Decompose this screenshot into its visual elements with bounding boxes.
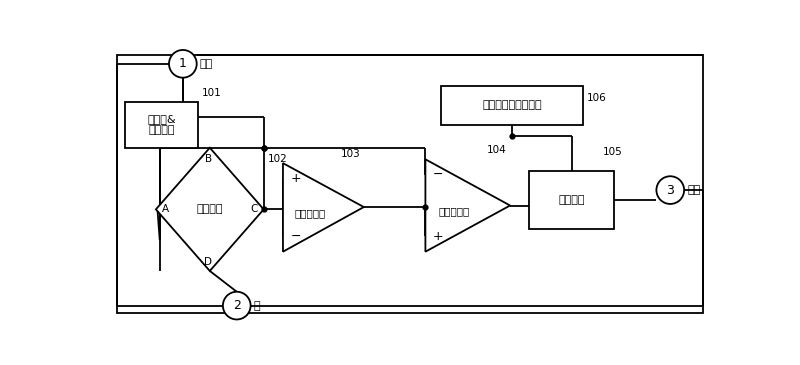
- Text: +: +: [290, 172, 302, 185]
- Text: B: B: [205, 154, 212, 164]
- Text: 104: 104: [487, 145, 506, 155]
- Circle shape: [169, 50, 197, 78]
- Text: 稳压器&
电压偏置: 稳压器& 电压偏置: [147, 114, 176, 135]
- Text: 103: 103: [341, 149, 361, 159]
- Text: 105: 105: [602, 147, 622, 157]
- Text: D: D: [204, 257, 212, 267]
- Text: 电压放大器: 电压放大器: [294, 208, 326, 219]
- Bar: [530, 171, 614, 228]
- Text: 地: 地: [254, 301, 260, 311]
- Text: 3: 3: [666, 184, 674, 197]
- Text: 电源: 电源: [200, 59, 213, 69]
- Circle shape: [223, 292, 250, 319]
- Polygon shape: [426, 159, 510, 252]
- Text: −: −: [433, 168, 444, 181]
- Bar: [441, 86, 583, 125]
- Text: C: C: [250, 204, 258, 214]
- Text: 2: 2: [233, 299, 241, 312]
- Circle shape: [656, 176, 684, 204]
- Text: 时钟信号与逻辑控制: 时钟信号与逻辑控制: [482, 100, 542, 110]
- Polygon shape: [283, 163, 364, 252]
- Bar: [125, 101, 198, 148]
- Text: 1: 1: [179, 57, 186, 70]
- Text: −: −: [290, 230, 301, 243]
- Text: 101: 101: [202, 88, 222, 98]
- Text: 迟滞比较器: 迟滞比较器: [438, 207, 470, 217]
- Text: A: A: [162, 204, 169, 214]
- Text: +: +: [433, 230, 444, 243]
- Polygon shape: [156, 148, 264, 271]
- Text: 102: 102: [267, 154, 287, 164]
- Text: 输出锁存: 输出锁存: [558, 195, 585, 205]
- Text: 输出: 输出: [687, 185, 701, 195]
- Text: 霍尔薄片: 霍尔薄片: [197, 204, 223, 214]
- Text: 106: 106: [587, 93, 607, 103]
